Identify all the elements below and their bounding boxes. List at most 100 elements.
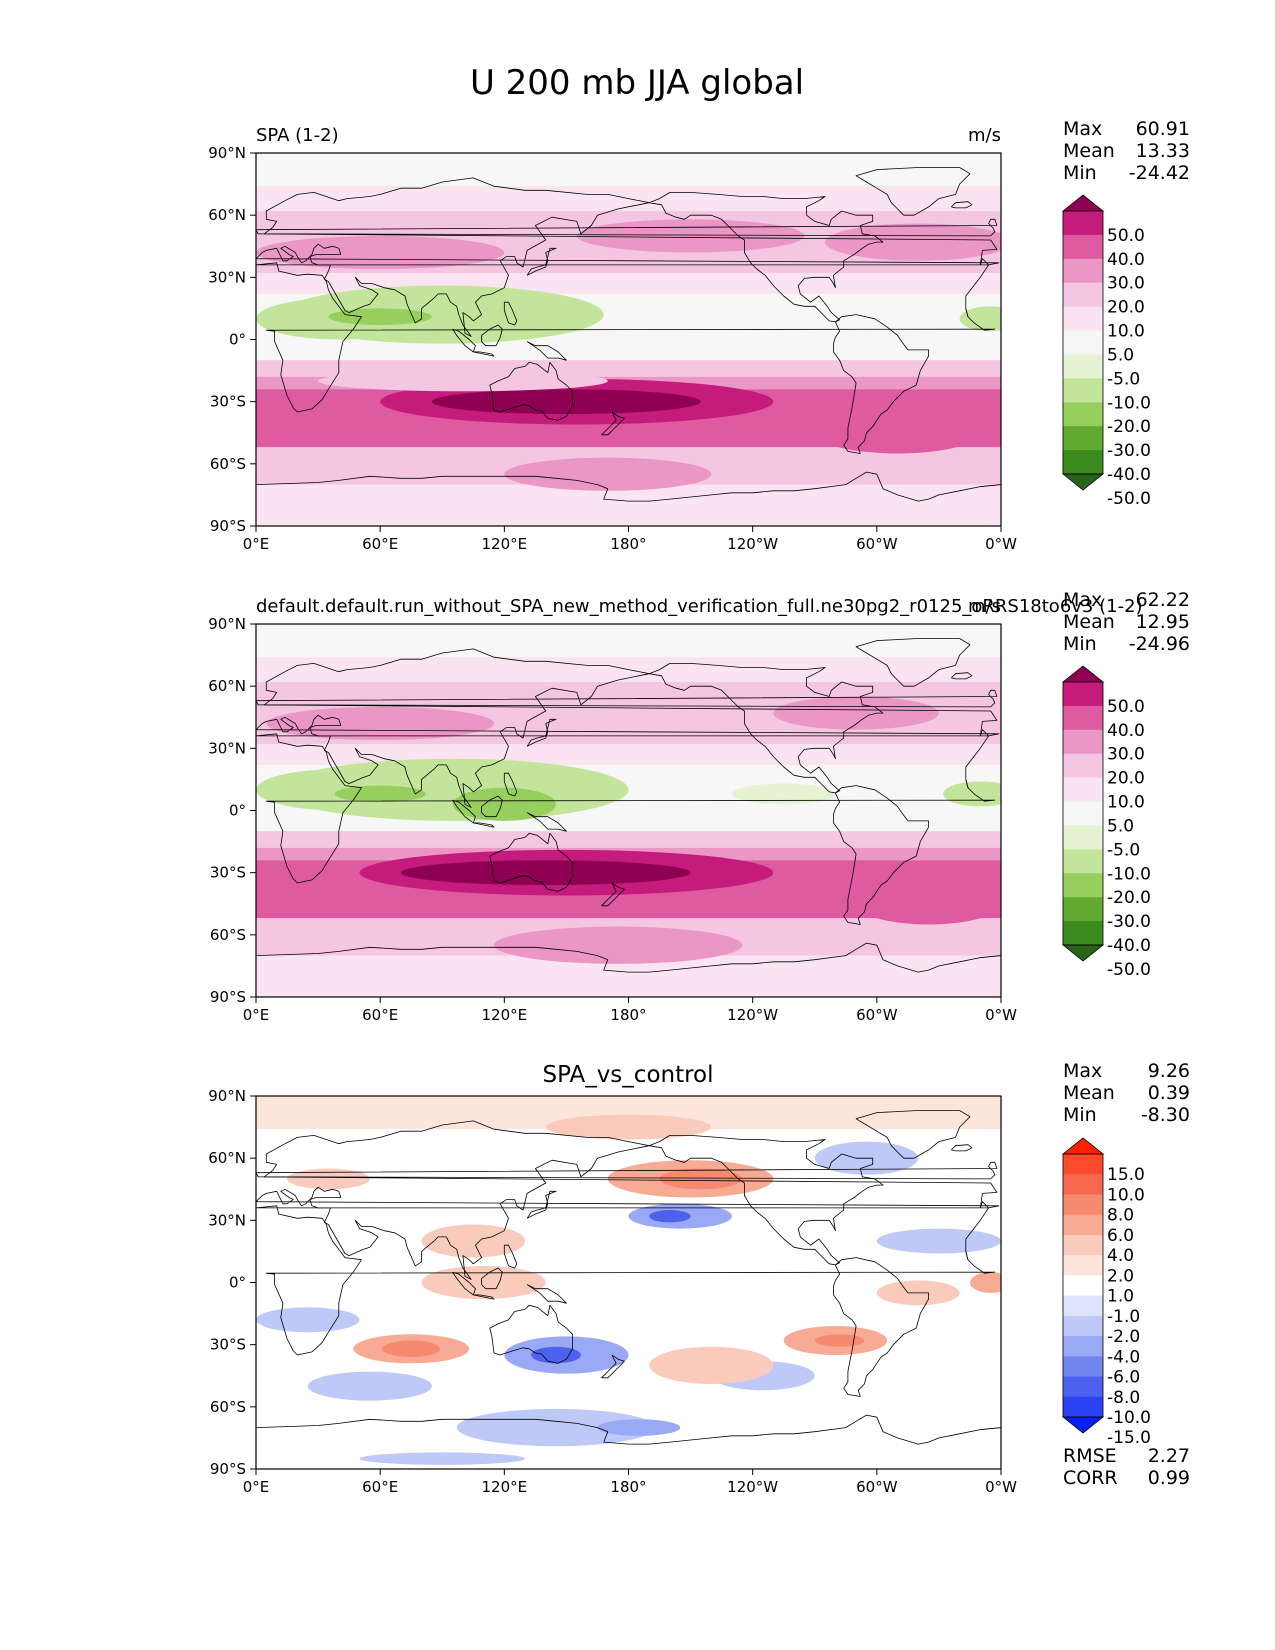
- lon-tick-label: 60°W: [856, 1006, 898, 1024]
- stat-max-label: Max: [1063, 118, 1102, 140]
- lat-tick-label: 30°S: [210, 864, 246, 882]
- coastline: [481, 324, 503, 347]
- coastline: [256, 1145, 1000, 1280]
- colorbar-tick-label: 30.0: [1107, 745, 1145, 765]
- colorbar-tick-label: 40.0: [1107, 250, 1145, 270]
- coastline: [980, 1427, 1001, 1430]
- lon-tick-label: 0°E: [243, 1478, 270, 1496]
- colorbar-tick-label: -15.0: [1107, 1428, 1151, 1448]
- stat-max-label: Max: [1063, 589, 1102, 611]
- coastline: [263, 648, 998, 736]
- colorbar-swatch: [1063, 402, 1103, 427]
- field-anomaly: [493, 926, 743, 964]
- panel-reference-stats: Max 62.22 Mean 12.95 Min -24.96: [1063, 589, 1190, 655]
- lat-tick-label: 30°N: [208, 1211, 246, 1229]
- field-anomaly: [825, 223, 1001, 261]
- panel-difference-title: SPA_vs_control: [542, 1062, 713, 1088]
- colorbar-outline: [1062, 210, 1104, 475]
- colorbar-swatch: [1063, 1214, 1103, 1236]
- coastline: [526, 341, 567, 361]
- coastline: [965, 308, 969, 317]
- colorbar-tick-label: 10.0: [1107, 1185, 1145, 1205]
- panel-difference-extra-stats: RMSE 2.27 CORR 0.99: [1063, 1445, 1190, 1489]
- coastline: [452, 328, 476, 353]
- coastline: [489, 1304, 573, 1364]
- field-anomaly: [876, 1228, 1001, 1254]
- panel-reference-title-left: default.default.run_without_SPA_new_meth…: [256, 596, 1143, 617]
- colorbar-tick-label: -30.0: [1107, 441, 1151, 461]
- coastline: [965, 779, 969, 788]
- colorbar-swatch: [1063, 258, 1103, 284]
- lat-tick-label: 60°S: [210, 1398, 246, 1416]
- stat-mean-value: 0.39: [1148, 1082, 1190, 1104]
- lat-tick-label: 30°N: [208, 739, 246, 757]
- colorbar-tick-label: -40.0: [1107, 936, 1151, 956]
- colorbar-extend-max: [1061, 665, 1105, 683]
- field-anomaly: [814, 1334, 865, 1347]
- colorbar-tick-label: -10.0: [1107, 1408, 1151, 1428]
- colorbar-outline: [1062, 681, 1104, 946]
- coastline: [256, 262, 996, 413]
- field-anomaly: [814, 412, 981, 454]
- colorbar-extend-max: [1061, 194, 1105, 212]
- field-anomaly: [504, 457, 712, 491]
- lon-tick-label: 60°W: [856, 535, 898, 553]
- lon-tick-label: 0°W: [985, 1006, 1017, 1024]
- coastline: [833, 785, 929, 925]
- coastline: [649, 191, 884, 323]
- colorbar-swatch: [1063, 1295, 1103, 1317]
- coastline: [601, 1354, 625, 1379]
- field-anomaly: [421, 1224, 526, 1258]
- lon-tick-label: 0°E: [243, 1006, 270, 1024]
- colorbar-tick-label: 4.0: [1107, 1246, 1134, 1266]
- field-anomaly: [959, 306, 1001, 332]
- colorbar-swatch: [1063, 873, 1103, 898]
- coastline: [980, 955, 1001, 958]
- panel-difference: SPA_vs_control 90°N60°N30°N0°30°S60°S90°…: [208, 1060, 1190, 1496]
- colorbar-tick-label: 10.0: [1107, 793, 1145, 813]
- colorbar-tick-label: -8.0: [1107, 1388, 1140, 1408]
- colorbar-tick-label: 5.0: [1107, 816, 1134, 836]
- lat-tick-label: 0°: [229, 1274, 246, 1292]
- coastline: [526, 247, 557, 276]
- field-anomaly: [256, 235, 505, 270]
- panel-reference-units: m/s: [968, 596, 1001, 617]
- panel-test: SPA (1-2) m/s 90°N 60°N 30°N 0° 30°S 60°S 90°S…: [208, 118, 1190, 553]
- colorbar-swatch: [1063, 921, 1103, 946]
- colorbar-swatch: [1063, 753, 1103, 779]
- coastline: [256, 202, 1000, 337]
- lon-tick-label: 180°: [610, 1006, 646, 1024]
- panel-test-ticks: 90°N 60°N 30°N 0° 30°S 60°S 90°S0°E 60°E 120°E 18…: [208, 144, 1017, 553]
- coastline: [855, 1110, 971, 1159]
- coastline: [473, 1294, 495, 1300]
- colorbar-swatch: [1063, 705, 1103, 731]
- field-band: [256, 831, 1001, 848]
- coastline: [256, 942, 1001, 973]
- coastline: [256, 689, 998, 708]
- colorbar-swatch: [1063, 1255, 1103, 1276]
- lat-tick-label: 60°S: [210, 455, 246, 473]
- field-anomaly: [328, 308, 432, 325]
- lat-tick-label: 90°S: [210, 1460, 246, 1478]
- lon-tick-label: 120°W: [727, 535, 778, 553]
- coastline: [649, 663, 884, 794]
- panel-test-colorbar: 50.0 40.0 30.0 20.0 10.0 5.0 -5.0 -10.0 -20.0 -30…: [1061, 194, 1151, 509]
- stat-mean-label: Mean: [1063, 140, 1115, 162]
- field-anomaly: [256, 1307, 360, 1333]
- colorbar-tick-label: -50.0: [1107, 960, 1151, 980]
- field-anomaly: [318, 370, 608, 392]
- field-anomaly: [287, 1168, 370, 1190]
- stat-min-value: -24.96: [1129, 633, 1190, 655]
- colorbar-tick-label: 5.0: [1107, 345, 1134, 365]
- panel-difference-ticks: 90°N 60°N 30°N 0° 30°S 60°S 90°S0°E 60°E 120°E 18…: [208, 1087, 1017, 1496]
- colorbar-tick-label: -4.0: [1107, 1347, 1140, 1367]
- lon-tick-label: 0°W: [985, 1478, 1017, 1496]
- lat-tick-label: 60°S: [210, 926, 246, 944]
- coastline: [481, 1267, 503, 1290]
- coastline: [503, 772, 518, 797]
- colorbar-swatch: [1063, 1275, 1103, 1297]
- colorbar-tick-label: 2.0: [1107, 1266, 1134, 1286]
- lon-tick-label: 60°E: [362, 535, 398, 553]
- colorbar-tick-label: -20.0: [1107, 888, 1151, 908]
- field-band: [256, 1437, 1001, 1469]
